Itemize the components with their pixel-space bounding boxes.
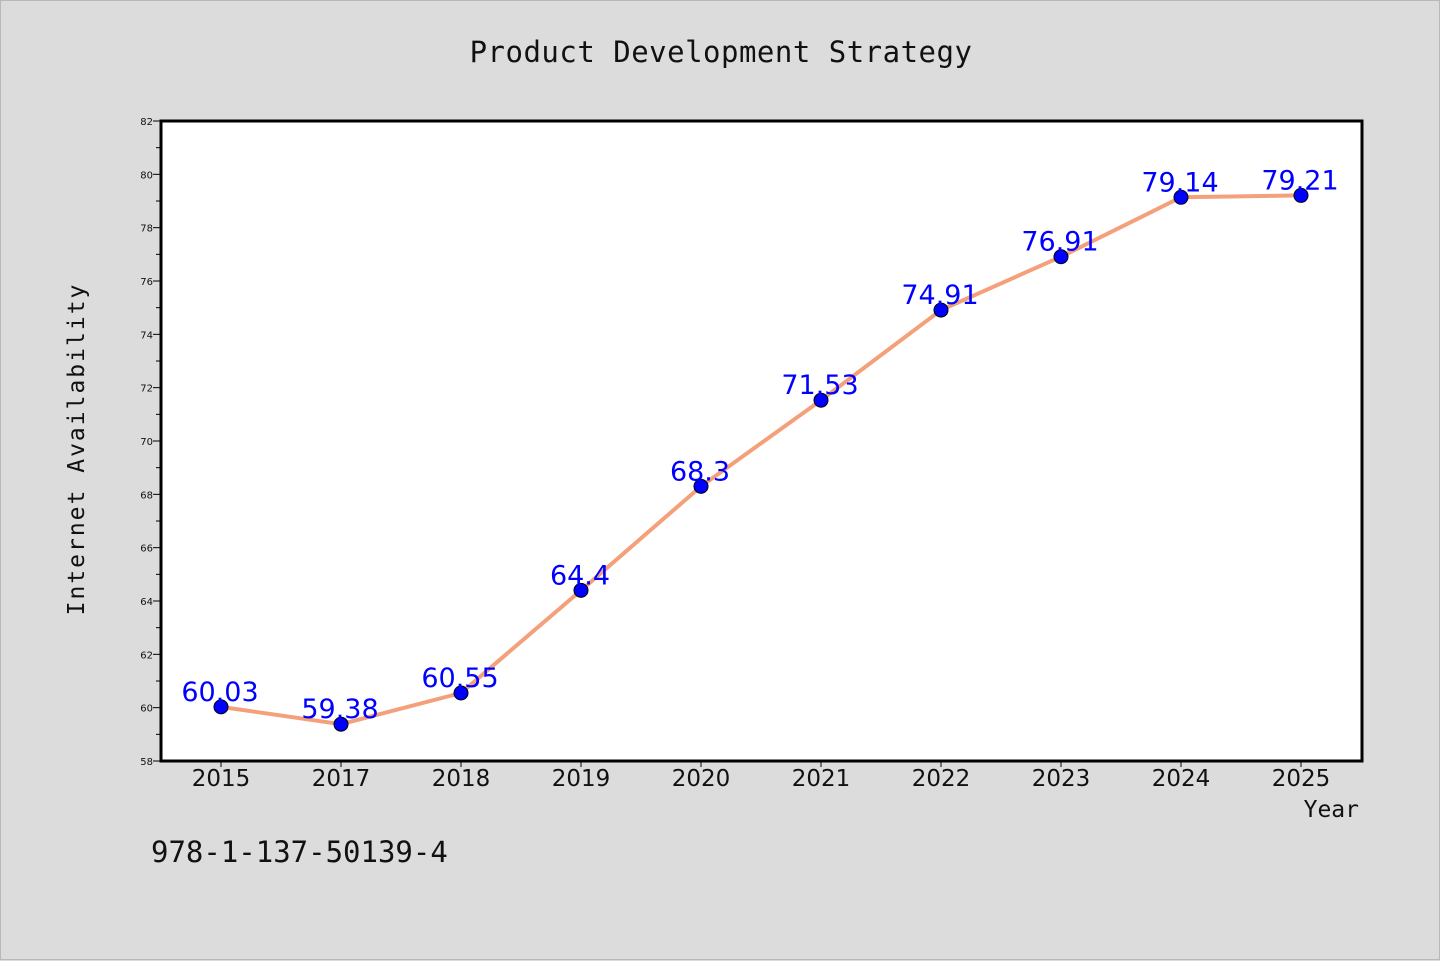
series — [213, 187, 1309, 732]
y-tick-label: 72 — [140, 384, 153, 395]
data-point-marker — [1173, 189, 1189, 205]
data-point-marker — [933, 302, 949, 318]
x-tick-label: 2017 — [312, 766, 371, 792]
x-axis-label: Year — [1303, 797, 1359, 823]
data-point-marker — [453, 685, 469, 701]
y-tick-label: 70 — [140, 437, 153, 448]
y-tick-label: 80 — [140, 170, 153, 181]
data-label: 60.55 — [421, 663, 498, 694]
plot-area — [159, 119, 1364, 763]
y-tick-label: 60 — [140, 704, 153, 715]
data-point-marker — [213, 699, 229, 715]
data-point-marker — [573, 582, 589, 598]
data-point-marker — [1293, 187, 1309, 203]
y-tick-label: 64 — [140, 597, 153, 608]
series-line — [219, 193, 1303, 727]
y-tick-label: 78 — [140, 224, 153, 235]
x-tick-label: 2020 — [672, 766, 731, 792]
data-point-marker — [333, 716, 349, 732]
y-tick-label: 74 — [140, 330, 153, 341]
isbn-annotation: 978-1-137-50139-4 — [151, 835, 448, 869]
y-tick-label: 62 — [140, 650, 153, 661]
x-tick-label: 2024 — [1152, 766, 1211, 792]
data-label: 64.4 — [550, 560, 610, 591]
data-point-marker — [693, 478, 709, 494]
y-tick-label: 58 — [140, 757, 153, 768]
y-tick-label: 68 — [140, 490, 153, 501]
y-axis: 58 60 62 64 66 68 70 72 74 76 78 80 82 — [140, 117, 161, 768]
x-tick-label: 2022 — [912, 766, 971, 792]
data-label: 74.91 — [901, 280, 978, 311]
x-axis: 2015 2017 2018 2019 2020 2021 2022 2023 2024 2025 — [192, 761, 1331, 792]
data-labels: 60.03 59.38 60.55 64.4 68.3 71.53 74.91 76.91 79… — [181, 165, 1338, 725]
data-label: 68.3 — [670, 456, 730, 487]
x-tick-label: 2025 — [1272, 766, 1331, 792]
x-tick-label: 2018 — [432, 766, 491, 792]
x-tick-label: 2023 — [1032, 766, 1091, 792]
data-label: 79.21 — [1261, 165, 1338, 196]
x-tick-label: 2019 — [552, 766, 611, 792]
x-tick-label: 2015 — [192, 766, 251, 792]
data-label: 71.53 — [781, 370, 858, 401]
data-label: 76.91 — [1021, 227, 1098, 258]
data-label: 79.14 — [1141, 167, 1218, 198]
x-tick-label: 2021 — [792, 766, 851, 792]
y-tick-label: 82 — [140, 117, 153, 128]
data-point-marker — [813, 392, 829, 408]
chart-title: Product Development Strategy — [469, 35, 973, 69]
data-label: 60.03 — [181, 677, 258, 708]
data-point-marker — [1053, 249, 1069, 265]
y-tick-label: 76 — [140, 277, 153, 288]
y-tick-label: 66 — [140, 544, 153, 555]
data-label: 59.38 — [301, 694, 378, 725]
